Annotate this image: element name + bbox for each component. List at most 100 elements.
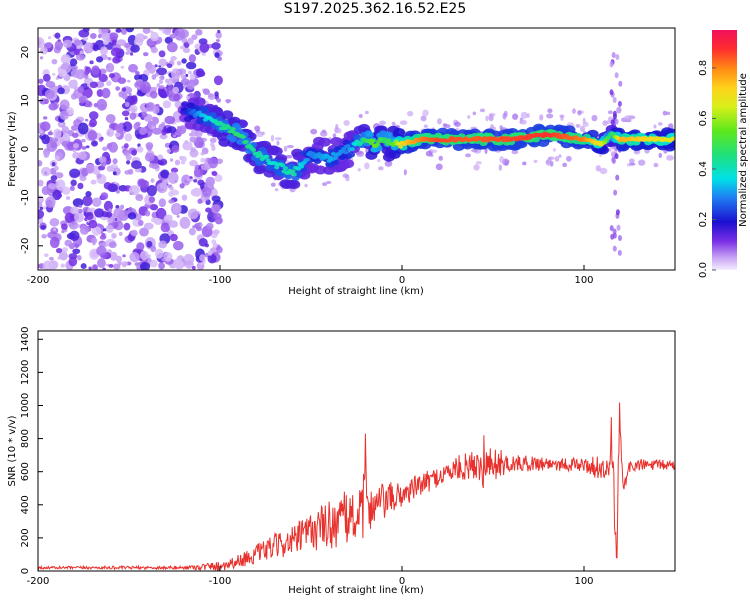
snr-x-label: Height of straight line (km) — [288, 585, 424, 596]
snr-y-axis: 0 200 400 600 800 1000 1200 1400 — [20, 327, 43, 574]
spectrogram-ridge-blob — [284, 173, 293, 180]
spectrogram-noise-blob — [138, 198, 142, 202]
spectrogram-noise-blob — [77, 182, 84, 190]
spectrogram-noise-blob — [89, 118, 97, 127]
spectrogram-noise-blob — [61, 186, 71, 196]
spectrogram-noise-blob — [130, 44, 140, 53]
spectrogram-noise-blob — [122, 254, 126, 258]
spectrogram-faint-blob — [332, 133, 337, 138]
spectrogram-faint-blob — [575, 123, 581, 128]
spectrogram-noise-blob — [168, 144, 173, 149]
spectrogram-noise-blob — [200, 163, 211, 171]
spectrogram-noise-blob — [70, 179, 77, 187]
spectrogram-noise-blob — [107, 132, 111, 135]
spectrogram-noise-blob — [148, 131, 153, 136]
spectrogram-noise-blob — [187, 208, 199, 220]
spectrogram-streak-blob — [609, 225, 614, 232]
spectrogram-noise-blob — [137, 219, 144, 227]
spectrogram-noise-blob — [130, 229, 138, 237]
spectrogram-noise-blob — [162, 100, 172, 109]
spectrogram-noise-blob — [155, 168, 160, 172]
spectrogram-faint-blob — [207, 93, 216, 101]
spectrogram-faint-blob — [378, 166, 384, 171]
spectrogram-noise-blob — [181, 155, 187, 162]
spectrogram-noise-blob — [144, 152, 155, 162]
spectrogram-noise-blob — [55, 248, 63, 254]
spectrogram-noise-blob — [156, 67, 168, 76]
spectrogram-ridge-blob — [240, 135, 246, 139]
spectrogram-noise-blob — [150, 245, 157, 253]
spectrogram-noise-blob — [86, 84, 91, 87]
spectrogram-streak-blob — [617, 234, 622, 241]
spectrogram-faint-blob — [420, 115, 427, 122]
spectrogram-noise-blob — [211, 171, 218, 177]
spectrogram-noise-blob — [72, 248, 81, 255]
spectrogram-noise-blob — [87, 130, 98, 141]
spectrogram-noise-blob — [157, 158, 168, 166]
spectrogram-faint-blob — [626, 163, 631, 167]
spectrogram-noise-blob — [159, 75, 165, 80]
spectrogram-noise-blob — [156, 83, 161, 88]
spectrogram-noise-blob — [136, 146, 144, 153]
spectrogram-noise-blob — [192, 225, 196, 229]
spectrogram-noise-blob — [69, 168, 81, 179]
spectrogram-ridge-blob — [254, 163, 267, 173]
spectrogram-streak-blob — [617, 100, 622, 107]
spectrogram-noise-blob — [108, 73, 116, 79]
spectrogram-faint-blob — [633, 149, 641, 155]
spectrogram-noise-blob — [159, 182, 167, 189]
spectrogram-noise-blob — [96, 245, 107, 256]
snr-y-tick-label: 200 — [20, 528, 31, 547]
spectrogram-noise-blob — [159, 85, 164, 90]
spectrogram-noise-blob — [172, 203, 182, 214]
spectrogram-faint-blob — [558, 154, 562, 158]
spectrogram-noise-blob — [60, 53, 71, 65]
spectrogram-noise-blob — [89, 60, 94, 65]
spectrogram-noise-blob — [114, 123, 125, 133]
spectrogram-noise-blob — [128, 168, 134, 175]
spectrogram-noise-blob — [62, 132, 71, 142]
spectrogram-noise-blob — [172, 93, 181, 102]
spectrogram-noise-blob — [179, 183, 185, 189]
spectrogram-faint-blob — [399, 120, 408, 126]
spectrogram-noise-blob — [101, 32, 111, 41]
spectrogram-noise-blob — [207, 250, 213, 256]
spectrogram-noise-blob — [94, 208, 105, 218]
spectrogram-noise-blob — [127, 212, 137, 220]
spectrogram-faint-blob — [454, 121, 461, 127]
spectrogram-noise-blob — [143, 52, 149, 57]
spectrogram-noise-blob — [91, 65, 100, 75]
spectrogram-noise-blob — [177, 28, 183, 32]
spectrogram-noise-blob — [150, 31, 159, 42]
spectrogram-noise-blob — [128, 185, 140, 196]
spectrogram-noise-blob — [128, 63, 138, 73]
spectrogram-noise-blob — [174, 100, 182, 109]
spectrogram-noise-blob — [65, 196, 71, 200]
spectrogram-noise-blob — [86, 165, 94, 174]
spectrogram-noise-blob — [209, 137, 217, 143]
spectrogram-streak-blob — [614, 153, 619, 160]
spectrogram-noise-blob — [193, 169, 200, 175]
spectrogram-noise-blob — [106, 143, 112, 150]
spectrogram-streak-blob — [617, 249, 622, 256]
spectrogram-ridge-blob — [201, 106, 210, 113]
spectrogram-noise-blob — [172, 86, 180, 94]
spectrogram-noise-blob — [129, 52, 134, 56]
spectrogram-noise-blob — [54, 155, 60, 161]
spectrogram-ridge-blob — [274, 165, 280, 170]
spectrogram-noise-blob — [75, 53, 86, 61]
spectrogram-faint-blob — [512, 113, 519, 120]
spectrogram-noise-blob — [171, 144, 180, 153]
spectrogram-streak-blob — [609, 61, 614, 68]
spectrogram-noise-blob — [77, 151, 87, 160]
spectrogram-noise-blob — [47, 35, 52, 40]
spectrogram-noise-blob — [77, 85, 85, 94]
spectrogram-ridge-blob — [282, 166, 289, 171]
spectrogram-noise-blob — [158, 58, 168, 67]
spectrogram-noise-blob — [89, 81, 99, 89]
spectrogram-noise-blob — [214, 91, 219, 97]
spectrogram-ridge-blob — [230, 127, 236, 131]
spectrogram-faint-blob — [319, 130, 328, 137]
spectrogram-faint-blob — [498, 164, 503, 171]
